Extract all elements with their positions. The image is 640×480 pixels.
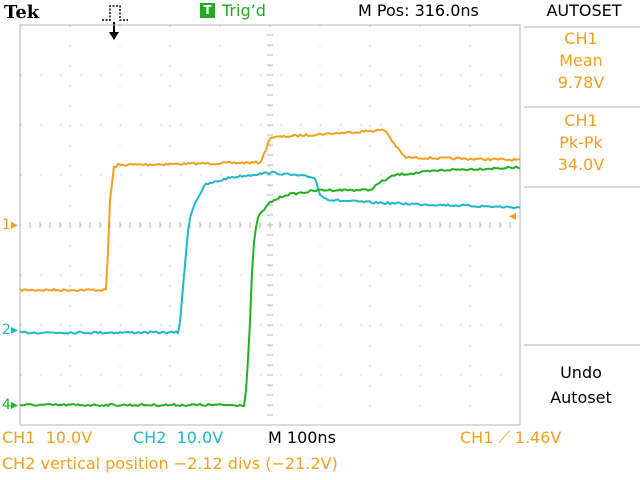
autoset-label: Autoset xyxy=(550,388,612,407)
autoset-menu-title: AUTOSET xyxy=(546,1,622,20)
trigger-badge: T xyxy=(200,3,215,18)
rising-edge-icon: ⟋ xyxy=(498,428,510,447)
menu-divider xyxy=(524,106,640,108)
trigger-level: 1.46V xyxy=(514,428,562,447)
measurement-2[interactable]: CH1 Pk-Pk 34.0V xyxy=(524,110,638,176)
measurement-1[interactable]: CH1 Mean 9.78V xyxy=(524,28,638,94)
measurement-source: CH1 xyxy=(564,29,598,48)
horizontal-position-readout: M Pos: 316.0ns xyxy=(358,1,479,20)
ch1-marker-label: 1 xyxy=(2,217,11,233)
ch2-scale: 10.0V xyxy=(176,428,224,447)
ch2-scale-readout: CH2 10.0V xyxy=(133,430,223,446)
menu-divider xyxy=(524,26,640,28)
brand-logo: Tek xyxy=(4,2,40,23)
ch1-scale: 10.0V xyxy=(45,428,93,447)
ch2-label: CH2 xyxy=(133,428,167,447)
ch2-waveform xyxy=(19,170,521,335)
measurement-source: CH1 xyxy=(564,111,598,130)
timebase-readout: M 100ns xyxy=(268,428,336,447)
measurement-type: Pk-Pk xyxy=(559,133,603,152)
status-message: CH2 vertical position −2.12 divs (−21.2V… xyxy=(2,454,338,473)
ch1-scale-readout: CH1 10.0V xyxy=(2,430,92,446)
menu-divider xyxy=(524,344,640,346)
measurement-type: Mean xyxy=(559,51,603,70)
undo-label: Undo xyxy=(560,363,602,382)
measurement-value: 9.78V xyxy=(557,73,605,92)
ch2-marker-label: 2 xyxy=(2,322,11,338)
ch4-waveform xyxy=(19,165,521,408)
ch1-ground-marker[interactable]: 1▸ xyxy=(2,217,18,233)
trigger-source: CH1 xyxy=(460,428,494,447)
ch2-ground-marker[interactable]: 2▸ xyxy=(2,322,18,338)
ch4-ground-marker[interactable]: 4▸ xyxy=(2,397,18,413)
ch4-marker-label: 4 xyxy=(2,397,11,413)
ch1-label: CH1 xyxy=(2,428,36,447)
undo-autoset-button[interactable]: Undo Autoset xyxy=(524,360,638,410)
trigger-status: Trig’d xyxy=(222,1,266,20)
measurement-value: 34.0V xyxy=(557,155,605,174)
trigger-readout: CH1 ⟋ 1.46V xyxy=(460,430,561,446)
menu-divider xyxy=(524,186,640,188)
trigger-level-marker[interactable]: ◂ xyxy=(509,208,517,224)
ch1-waveform xyxy=(19,128,521,292)
